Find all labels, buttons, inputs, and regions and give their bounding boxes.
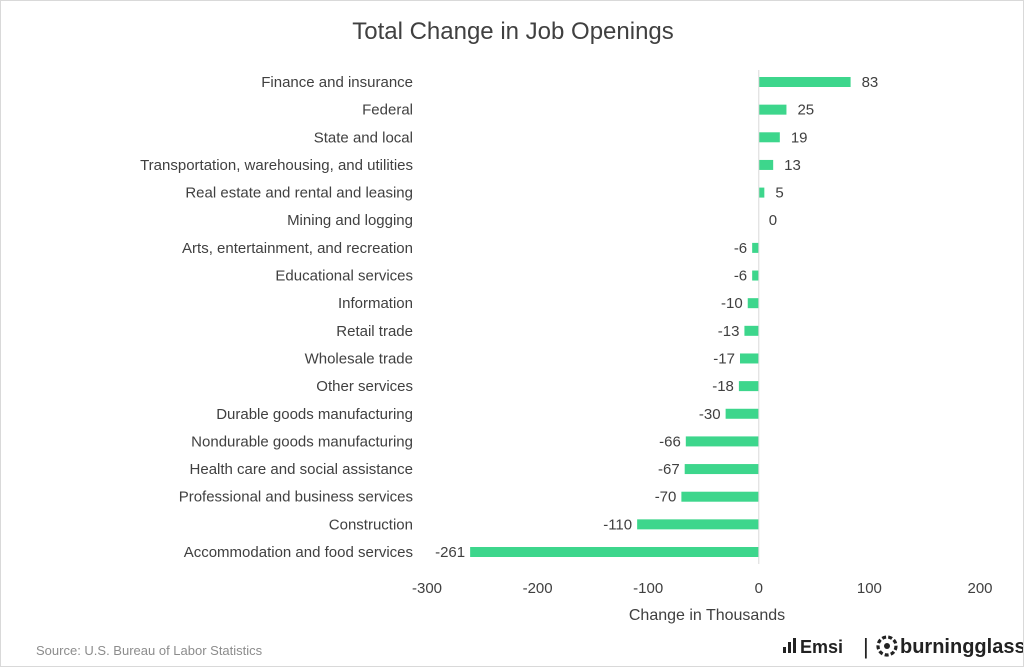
burningglass-logo-text: burningglass [900, 636, 1023, 658]
category-label-accommodation-and-food-services: Accommodation and food services [184, 544, 413, 561]
category-label-durable-goods-manufacturing: Durable goods manufacturing [216, 406, 413, 423]
bar-chart-icon [783, 638, 796, 653]
x-axis-label: Change in Thousands [629, 607, 785, 624]
x-tick-100: 100 [857, 580, 882, 597]
value-label-retail-trade: -13 [718, 323, 740, 340]
emsi-logo: Emsi [783, 637, 843, 657]
bar-information [747, 298, 759, 309]
bars-group [470, 77, 851, 557]
category-label-information: Information [338, 295, 413, 312]
category-labels: Finance and insurance Federal State and lo… [140, 74, 413, 561]
value-label-transportation-warehousing-and-utilities: 13 [784, 157, 801, 174]
chart-title: Total Change in Job Openings [352, 18, 674, 45]
bar-retail-trade [744, 325, 759, 336]
category-label-educational-services: Educational services [275, 268, 413, 285]
emsi-logo-text: Emsi [800, 637, 843, 657]
bar-other-services [738, 381, 759, 392]
value-label-construction: -110 [603, 516, 632, 533]
bar-arts-entertainment-and-recreation [752, 242, 759, 253]
category-label-federal: Federal [362, 102, 413, 119]
category-label-retail-trade: Retail trade [336, 323, 413, 340]
bar-real-estate-and-rental-and-leasing [758, 187, 765, 198]
source-note: Source: U.S. Bureau of Labor Statistics [36, 643, 263, 658]
category-label-construction: Construction [329, 516, 413, 533]
bar-wholesale-trade [739, 353, 759, 364]
value-label-information: -10 [721, 295, 743, 312]
category-label-transportation-warehousing-and-utilities: Transportation, warehousing, and utiliti… [140, 157, 413, 174]
logo-separator: | [863, 634, 869, 659]
bar-finance-and-insurance [758, 77, 851, 87]
value-label-state-and-local: 19 [791, 129, 808, 146]
bar-durable-goods-manufacturing [725, 408, 759, 419]
value-label-health-care-and-social-assistance: -67 [658, 461, 680, 478]
x-tick-neg100: -100 [633, 580, 663, 597]
value-label-durable-goods-manufacturing: -30 [699, 406, 721, 423]
value-label-federal: 25 [797, 102, 814, 119]
bar-health-care-and-social-assistance [684, 464, 759, 475]
category-label-state-and-local: State and local [314, 129, 413, 146]
burningglass-logo: burningglass [876, 635, 1024, 658]
x-tick-labels: -300 -200 -100 0 100 200 [412, 580, 993, 597]
bar-construction [637, 519, 759, 530]
value-label-accommodation-and-food-services: -261 [435, 544, 465, 561]
bar-federal [758, 104, 787, 115]
category-label-health-care-and-social-assistance: Health care and social assistance [190, 461, 413, 478]
value-label-educational-services: -6 [734, 268, 747, 285]
bar-educational-services [752, 270, 759, 281]
value-label-professional-and-business-services: -70 [655, 489, 677, 506]
x-tick-200: 200 [967, 580, 992, 597]
value-label-wholesale-trade: -17 [713, 350, 735, 367]
value-label-other-services: -18 [712, 378, 734, 395]
x-tick-neg200: -200 [523, 580, 553, 597]
bar-nondurable-goods-manufacturing [685, 436, 759, 447]
value-label-finance-and-insurance: 83 [862, 74, 879, 91]
category-label-wholesale-trade: Wholesale trade [305, 350, 413, 367]
bar-professional-and-business-services [681, 491, 759, 502]
gear-ring-icon [876, 635, 898, 657]
bar-accommodation-and-food-services [470, 547, 759, 557]
value-labels: 83 25 19 135 0 -6 -6 -10 -13 -17 -18 -30 -66 -67 -70 -1… [435, 74, 878, 561]
category-label-finance-and-insurance: Finance and insurance [261, 74, 413, 91]
value-label-nondurable-goods-manufacturing: -66 [659, 433, 681, 450]
value-label-arts-entertainment-and-recreation: -6 [734, 240, 747, 257]
x-tick-0: 0 [755, 580, 763, 597]
category-label-professional-and-business-services: Professional and business services [179, 489, 413, 506]
category-label-real-estate-and-rental-and-leasing: Real estate and rental and leasing [185, 185, 413, 202]
x-tick-neg300: -300 [412, 580, 442, 597]
category-label-other-services: Other services [316, 378, 413, 395]
category-label-arts-entertainment-and-recreation: Arts, entertainment, and recreation [182, 240, 413, 257]
bar-state-and-local [758, 132, 780, 143]
value-label-real-estate-and-rental-and-leasing: 5 [775, 185, 783, 202]
category-label-nondurable-goods-manufacturing: Nondurable goods manufacturing [191, 433, 413, 450]
bar-transportation-warehousing-and-utilities [758, 159, 774, 170]
value-label-mining-and-logging: 0 [769, 212, 777, 229]
category-label-mining-and-logging: Mining and logging [287, 212, 413, 229]
